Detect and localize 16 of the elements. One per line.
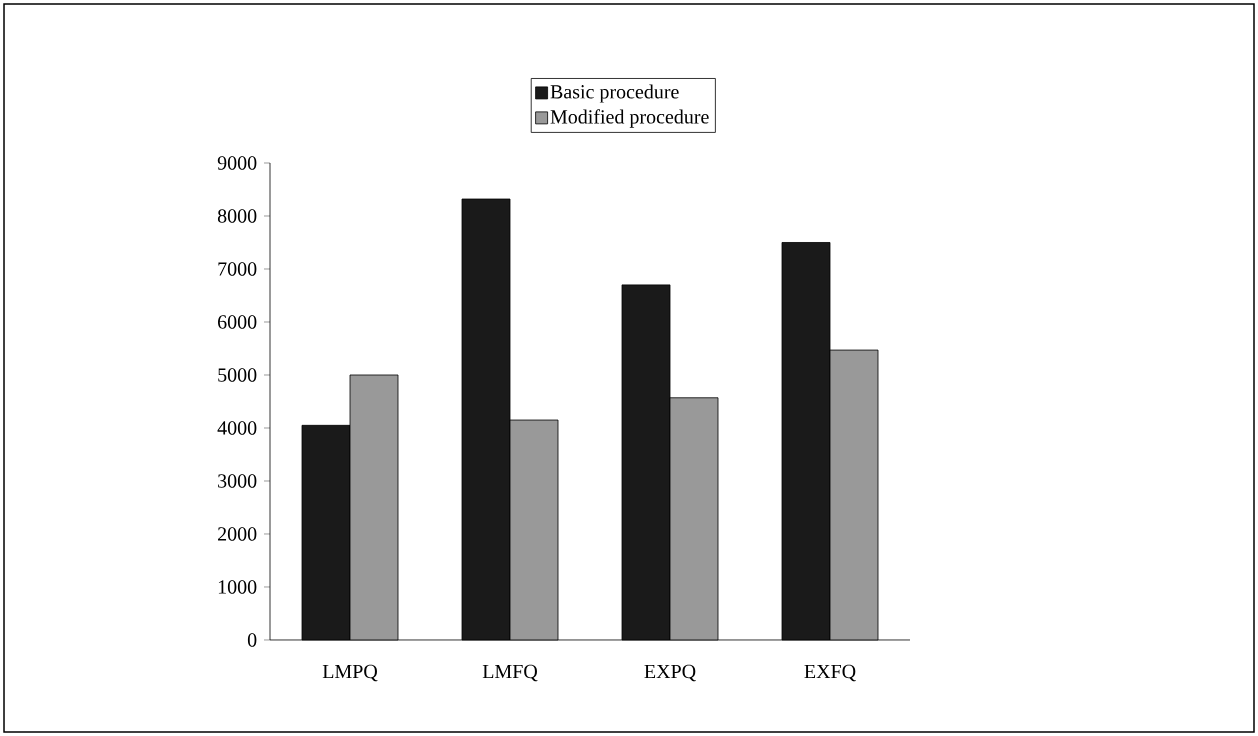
x-tick-label: EXPQ <box>644 664 696 682</box>
legend-label: Basic procedure <box>550 84 679 103</box>
y-tick-label: 2000 <box>218 527 257 541</box>
y-tick-label: 9000 <box>217 156 257 170</box>
x-tick-label: EXFQ <box>804 664 856 682</box>
y-tick-label: 6000 <box>218 315 257 329</box>
x-tick-label: LMFQ <box>482 664 538 682</box>
legend-label: Modified procedure <box>550 109 709 128</box>
y-tick-label: 5000 <box>218 368 257 382</box>
y-tick-label: 1000 <box>218 580 257 594</box>
y-tick-label: 0 <box>247 633 257 647</box>
y-tick-label: 8000 <box>217 209 257 223</box>
y-tick-label: 3000 <box>218 474 257 488</box>
y-tick-label: 7000 <box>218 262 257 276</box>
y-tick-label: 4000 <box>217 421 257 435</box>
x-tick-label: LMPQ <box>322 664 378 682</box>
